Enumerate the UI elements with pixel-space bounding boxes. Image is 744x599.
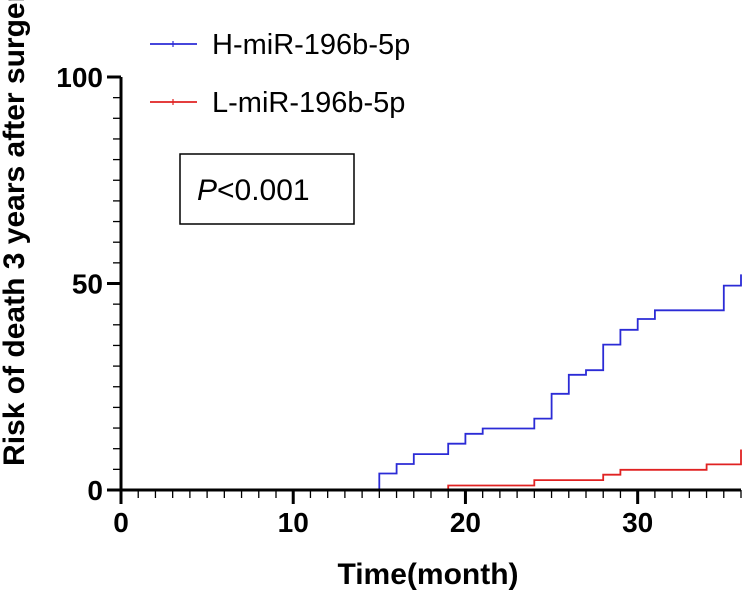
legend-label-h-mir-196b-5p: H-miR-196b-5p: [212, 29, 410, 61]
legend: H-miR-196b-5p L-miR-196b-5p: [150, 29, 410, 119]
x-minor-ticks: [119, 490, 742, 504]
p-value-rest: <0.001: [217, 174, 310, 207]
y-axis-label: Risk of death 3 years after surgery: [0, 0, 31, 466]
p-value-frame: [179, 153, 355, 225]
x-tick-label: 30: [622, 507, 653, 538]
x-tick-label: 10: [278, 507, 309, 538]
x-tick-label: 20: [450, 507, 481, 538]
p-value-text: P<0.001: [197, 174, 310, 207]
x-axis-label: Time(month): [337, 558, 518, 591]
x-tick-label: 0: [113, 507, 129, 538]
series-line-l-mir-196b-5p: [121, 449, 742, 491]
y-minor-ticks: [107, 75, 121, 492]
y-tick-labels: 0 50 100: [56, 62, 103, 506]
p-value-italic: P: [197, 174, 217, 207]
p-value-box: P<0.001: [179, 153, 355, 225]
y-tick-label: 100: [56, 62, 103, 93]
series-layer: [121, 274, 742, 491]
series-line-h-mir-196b-5p: [121, 274, 742, 491]
y-tick-label: 50: [72, 269, 103, 300]
legend-label-l-mir-196b-5p: L-miR-196b-5p: [212, 87, 405, 119]
y-tick-label: 0: [87, 475, 103, 506]
x-tick-labels: 0 10 20 30: [113, 507, 653, 538]
axes-layer: 0 10 20 30 0 50 100: [56, 62, 742, 538]
